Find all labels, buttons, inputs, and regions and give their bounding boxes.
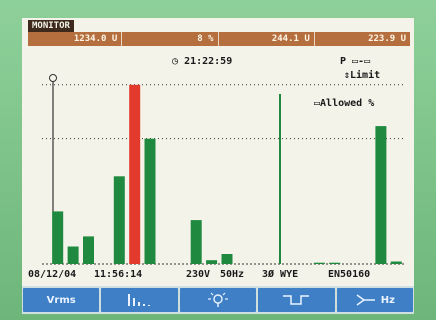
allowed-box-icon: ▭ [314, 98, 321, 109]
bar [83, 236, 94, 264]
readout-3: 244.1 U [221, 32, 315, 46]
info-date: 08/12/04 [28, 269, 77, 280]
clock-readout: ◷ 21:22:59 [172, 56, 232, 67]
mode-indicator: P ▭-▭ [340, 56, 371, 67]
harmonics-bars-icon [127, 294, 150, 306]
limit-label: ⇕Limit [344, 70, 381, 81]
dip-waveform-icon [283, 295, 310, 305]
readout-strip: 1234.0 U 8 % 244.1 U 223.9 U [28, 32, 410, 46]
info-frequency: 50Hz [220, 269, 245, 280]
softkey-frequency-label: Hz [380, 294, 395, 306]
readout-1: 1234.0 U [28, 32, 123, 46]
cursor-marker[interactable] [49, 74, 57, 82]
bar [375, 126, 387, 264]
bar [52, 211, 64, 264]
frequency-arrow-icon [356, 294, 375, 306]
softkey-vrms-label: Vrms [46, 294, 76, 306]
readout-4: 223.9 U [368, 34, 406, 44]
softkey-flicker[interactable] [179, 288, 257, 312]
info-bar: 08/12/04 11:56:14 230V 50Hz 3Ø WYE EN501… [28, 268, 410, 282]
softkey-harmonics[interactable] [101, 288, 178, 312]
flicker-bulb-icon [208, 292, 229, 307]
bar [190, 220, 202, 264]
monitor-bar-chart [42, 74, 404, 265]
mode-title: MONITOR [28, 20, 74, 32]
softkey-vrms[interactable]: Vrms [23, 288, 100, 312]
bar [329, 262, 341, 264]
info-standard: EN50160 [328, 269, 371, 280]
bar [144, 138, 156, 264]
softkey-dips[interactable] [258, 288, 335, 312]
bar-exceeded [129, 84, 141, 264]
info-time: 11:56:14 [94, 269, 143, 280]
bar [313, 262, 325, 264]
clock-time: 21:22:59 [184, 56, 233, 67]
bar [113, 176, 125, 264]
info-config: 3Ø WYE [262, 269, 299, 280]
softkey-frequency[interactable]: Hz [336, 288, 414, 312]
bar [206, 260, 218, 264]
bar [390, 261, 402, 264]
bar [67, 246, 79, 264]
allowed-percent-label: ▭Allowed % [314, 98, 375, 109]
info-voltage: 230V [186, 269, 211, 280]
readout-2: 8 % [124, 32, 219, 46]
display-screen: MONITOR 1234.0 U 8 % 244.1 U 223.9 U ◷ 2… [22, 18, 414, 314]
softkey-bar: Vrms [22, 286, 414, 314]
bar [221, 254, 233, 264]
clock-icon: ◷ [172, 56, 179, 67]
